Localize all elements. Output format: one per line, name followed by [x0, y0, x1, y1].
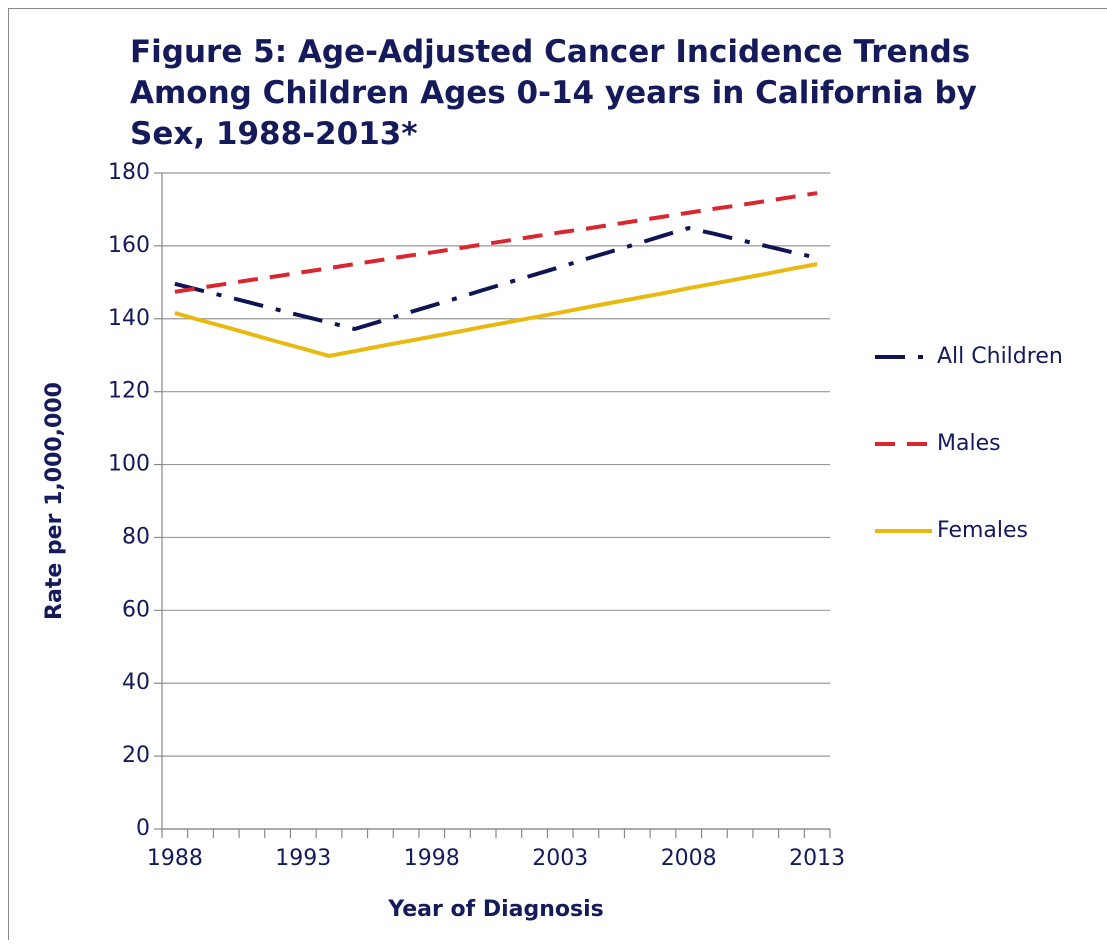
y-tick-label: 60 — [122, 597, 150, 622]
chart-title: Figure 5: Age-Adjusted Cancer Incidence … — [130, 34, 970, 70]
legend-label: All Children — [937, 344, 1063, 369]
y-axis-title: Rate per 1,000,000 — [42, 382, 67, 620]
y-tick-label: 80 — [122, 524, 150, 549]
chart-title: Sex, 1988-2013* — [130, 116, 418, 152]
y-tick-label: 180 — [108, 160, 150, 185]
x-tick-label: 2008 — [661, 846, 717, 871]
x-tick-label: 1988 — [147, 846, 203, 871]
y-tick-label: 120 — [108, 379, 150, 404]
legend-label: Males — [937, 431, 1001, 456]
y-tick-label: 140 — [108, 306, 150, 331]
chart-title: Among Children Ages 0-14 years in Califo… — [130, 75, 977, 111]
x-tick-label: 1998 — [404, 846, 460, 871]
series-line — [175, 193, 817, 292]
x-tick-label: 1993 — [275, 846, 331, 871]
x-axis-title: Year of Diagnosis — [387, 897, 603, 922]
y-tick-label: 20 — [122, 743, 150, 768]
y-tick-label: 160 — [108, 233, 150, 258]
y-tick-label: 0 — [136, 816, 150, 841]
y-tick-label: 40 — [122, 670, 150, 695]
legend-label: Females — [937, 518, 1028, 543]
x-tick-label: 2013 — [789, 846, 845, 871]
y-tick-label: 100 — [108, 452, 150, 477]
x-tick-label: 2003 — [532, 846, 588, 871]
